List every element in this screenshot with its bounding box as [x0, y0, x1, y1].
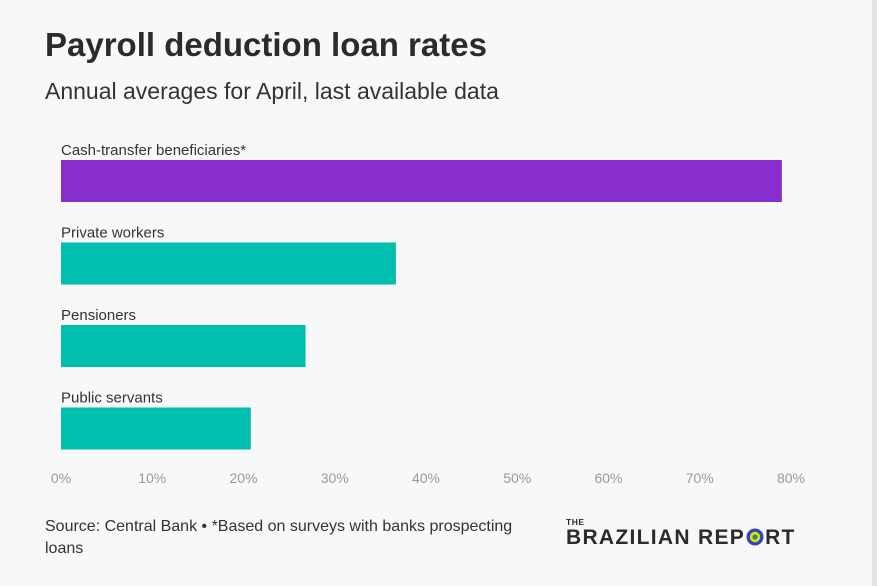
bar	[61, 160, 782, 202]
x-tick-label: 60%	[594, 470, 622, 486]
chart-title: Payroll deduction loan rates	[45, 26, 487, 63]
chart-subtitle: Annual averages for April, last availabl…	[45, 78, 499, 104]
x-tick-label: 50%	[503, 470, 531, 486]
bar	[61, 325, 306, 367]
logo-rt: RT	[765, 526, 796, 549]
x-tick-label: 10%	[138, 470, 166, 486]
x-tick-label: 20%	[229, 470, 257, 486]
x-tick-label: 80%	[777, 470, 805, 486]
bar-label: Public servants	[61, 390, 163, 407]
bar-label: Cash-transfer beneficiaries*	[61, 142, 246, 159]
x-tick-label: 0%	[51, 470, 71, 486]
logo-o-icon	[746, 528, 764, 546]
bar	[61, 242, 396, 285]
source-note: Source: Central Bank • *Based on surveys…	[45, 518, 513, 557]
bar-label: Private workers	[61, 225, 164, 242]
bar	[61, 407, 251, 450]
logo-rep: REP	[698, 526, 746, 549]
card-edge	[872, 0, 877, 586]
x-tick-label: 40%	[412, 470, 440, 486]
logo-wordmark: BRAZILIAN REP RT	[566, 527, 796, 549]
logo-brazilian: BRAZILIAN	[566, 526, 691, 549]
x-tick-label: 30%	[321, 470, 349, 486]
x-tick-label: 70%	[686, 470, 714, 486]
bar-label: Pensioners	[61, 307, 136, 324]
brazilian-report-logo: THE BRAZILIAN REP RT	[566, 517, 796, 549]
logo-the: THE	[566, 517, 585, 527]
bar-chart: Cash-transfer beneficiaries* Private work…	[51, 142, 805, 486]
